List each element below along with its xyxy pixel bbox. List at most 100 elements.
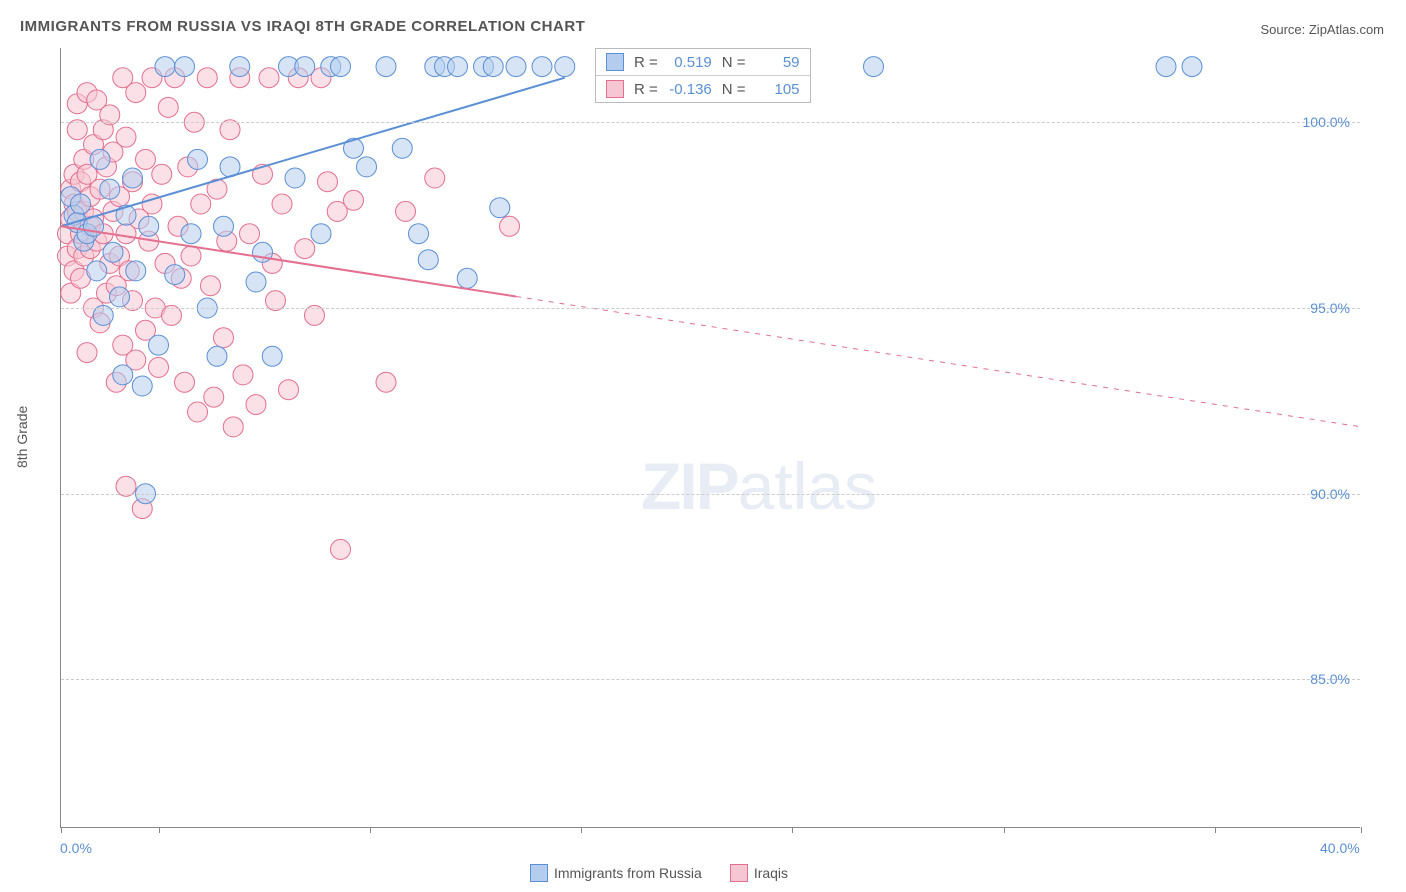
plot-area: ZIPatlas 85.0%90.0%95.0%100.0%: [60, 48, 1360, 828]
stat-r-value-blue: 0.519: [664, 54, 712, 71]
y-tick-label: 90.0%: [1310, 486, 1350, 502]
scatter-point: [71, 194, 91, 214]
scatter-point: [113, 365, 133, 385]
chart-title: IMMIGRANTS FROM RUSSIA VS IRAQI 8TH GRAD…: [20, 18, 585, 35]
scatter-point: [197, 68, 217, 88]
scatter-point: [191, 194, 211, 214]
scatter-point: [103, 242, 123, 262]
scatter-point: [376, 372, 396, 392]
scatter-point: [152, 164, 172, 184]
scatter-point: [126, 261, 146, 281]
stat-n-value-pink: 105: [752, 81, 800, 98]
stats-legend-box: R = 0.519 N = 59 R = -0.136 N = 105: [595, 48, 811, 103]
legend-item: Immigrants from Russia: [530, 864, 702, 882]
stat-r-label: R =: [634, 81, 658, 98]
stat-r-label: R =: [634, 54, 658, 71]
scatter-point: [123, 168, 143, 188]
y-tick-label: 100.0%: [1303, 114, 1350, 130]
scatter-point: [331, 57, 351, 77]
scatter-point: [126, 83, 146, 103]
legend-label: Iraqis: [754, 865, 788, 881]
legend-swatch-blue-icon: [530, 864, 548, 882]
scatter-point: [87, 261, 107, 281]
scatter-point: [295, 239, 315, 259]
x-tick: [61, 827, 62, 833]
stats-row-pink: R = -0.136 N = 105: [596, 75, 810, 102]
scatter-point: [1182, 57, 1202, 77]
x-tick: [792, 827, 793, 833]
scatter-point: [425, 168, 445, 188]
x-tick: [581, 827, 582, 833]
scatter-point: [500, 216, 520, 236]
y-axis-title: 8th Grade: [14, 406, 30, 468]
scatter-point: [295, 57, 315, 77]
scatter-point: [188, 149, 208, 169]
scatter-point: [149, 357, 169, 377]
scatter-point: [448, 57, 468, 77]
scatter-point: [230, 57, 250, 77]
gridline: [61, 494, 1360, 495]
scatter-point: [100, 179, 120, 199]
scatter-point: [1156, 57, 1176, 77]
scatter-point: [207, 346, 227, 366]
scatter-point: [77, 343, 97, 363]
swatch-pink-icon: [606, 80, 624, 98]
scatter-point: [506, 57, 526, 77]
scatter-point: [376, 57, 396, 77]
x-axis-label: 0.0%: [60, 840, 92, 856]
scatter-point: [331, 539, 351, 559]
scatter-point: [259, 68, 279, 88]
scatter-point: [181, 246, 201, 266]
gridline: [61, 122, 1360, 123]
scatter-point: [116, 127, 136, 147]
scatter-point: [204, 387, 224, 407]
gridline: [61, 308, 1360, 309]
scatter-point: [396, 201, 416, 221]
scatter-point: [344, 190, 364, 210]
scatter-point: [357, 157, 377, 177]
scatter-point: [246, 272, 266, 292]
swatch-blue-icon: [606, 53, 624, 71]
scatter-point: [409, 224, 429, 244]
stats-row-blue: R = 0.519 N = 59: [596, 49, 810, 75]
stat-n-label: N =: [722, 54, 746, 71]
scatter-point: [201, 276, 221, 296]
scatter-point: [240, 224, 260, 244]
scatter-point: [132, 376, 152, 396]
scatter-point: [188, 402, 208, 422]
legend-item: Iraqis: [730, 864, 788, 882]
scatter-point: [285, 168, 305, 188]
x-tick: [1215, 827, 1216, 833]
x-tick: [159, 827, 160, 833]
stat-n-value-blue: 59: [752, 54, 800, 71]
scatter-point: [246, 395, 266, 415]
x-axis-label: 40.0%: [1320, 840, 1360, 856]
x-tick: [1004, 827, 1005, 833]
scatter-point: [311, 224, 331, 244]
scatter-point: [155, 57, 175, 77]
scatter-point: [279, 380, 299, 400]
scatter-point: [555, 57, 575, 77]
scatter-point: [418, 250, 438, 270]
y-tick-label: 95.0%: [1310, 300, 1350, 316]
scatter-point: [272, 194, 292, 214]
stat-n-label: N =: [722, 81, 746, 98]
scatter-point: [318, 172, 338, 192]
bottom-legend: Immigrants from Russia Iraqis: [530, 864, 788, 882]
scatter-point: [223, 417, 243, 437]
scatter-point: [490, 198, 510, 218]
scatter-point: [181, 224, 201, 244]
scatter-point: [457, 268, 477, 288]
scatter-point: [864, 57, 884, 77]
x-tick: [1361, 827, 1362, 833]
scatter-point: [532, 57, 552, 77]
x-tick: [370, 827, 371, 833]
scatter-point: [483, 57, 503, 77]
legend-label: Immigrants from Russia: [554, 865, 702, 881]
scatter-point: [90, 149, 110, 169]
scatter-point: [158, 97, 178, 117]
source-label: Source: ZipAtlas.com: [1260, 22, 1384, 37]
y-tick-label: 85.0%: [1310, 671, 1350, 687]
scatter-point: [165, 265, 185, 285]
scatter-point: [139, 216, 159, 236]
